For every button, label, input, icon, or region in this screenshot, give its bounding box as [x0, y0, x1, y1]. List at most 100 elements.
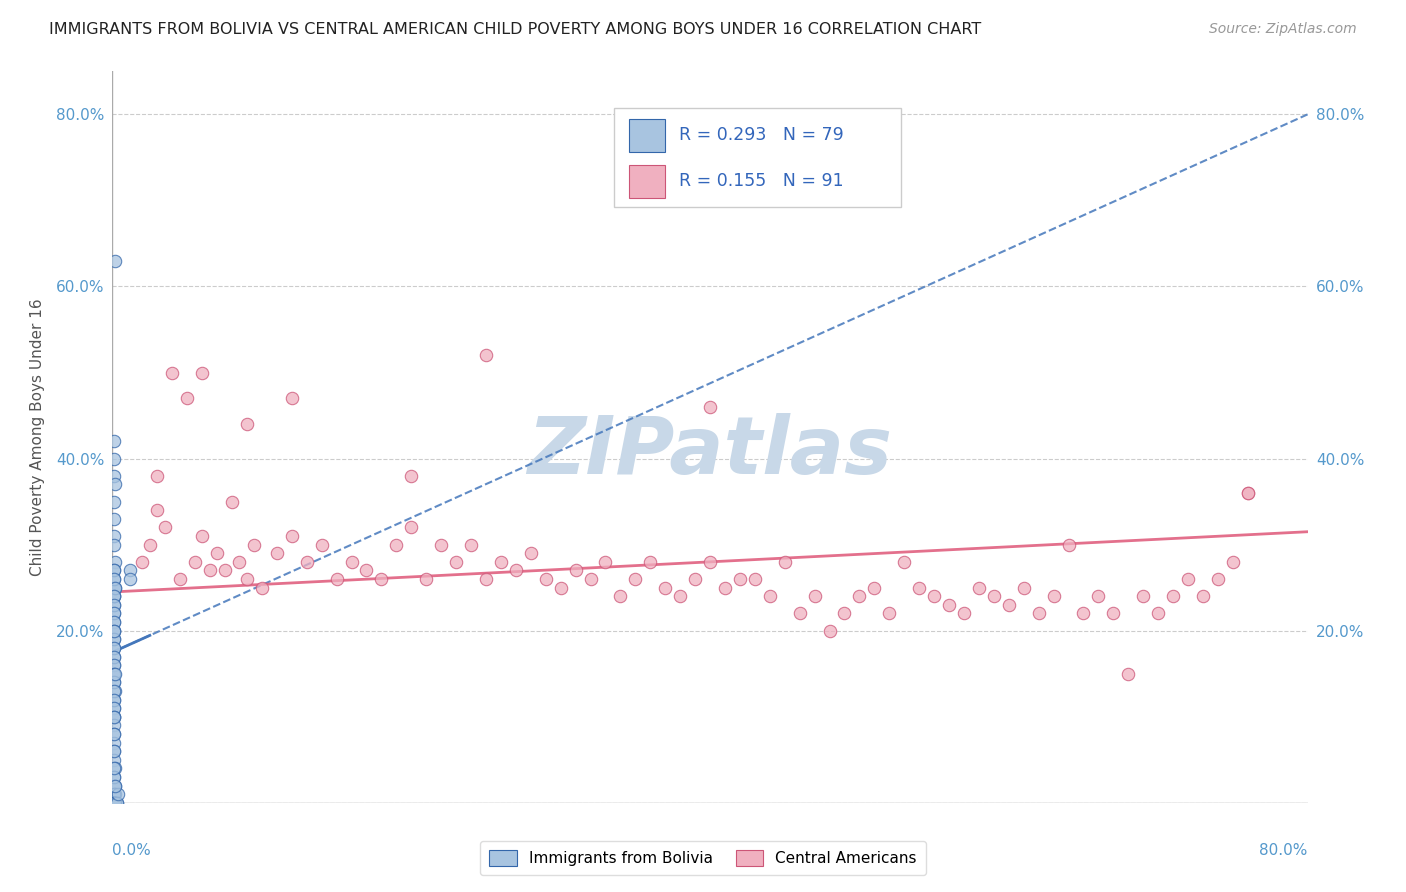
Point [103, 615, 125, 629]
Point [281, 529, 304, 543]
Point [489, 555, 512, 569]
Point [1012, 581, 1035, 595]
Point [714, 581, 737, 595]
Point [863, 581, 886, 595]
Text: IMMIGRANTS FROM BOLIVIA VS CENTRAL AMERICAN CHILD POVERTY AMONG BOYS UNDER 16 CO: IMMIGRANTS FROM BOLIVIA VS CENTRAL AMERI… [49, 22, 981, 37]
Point [105, 796, 128, 810]
Point [1237, 486, 1260, 500]
FancyBboxPatch shape [628, 119, 665, 152]
Point [325, 572, 347, 586]
Point [104, 477, 127, 491]
Point [103, 727, 125, 741]
Point [579, 572, 602, 586]
Point [103, 589, 125, 603]
Point [103, 434, 125, 449]
Point [624, 572, 647, 586]
Point [103, 512, 125, 526]
Point [103, 658, 125, 673]
Point [191, 366, 214, 380]
Point [103, 632, 125, 647]
Point [103, 589, 125, 603]
Point [103, 710, 125, 724]
Point [103, 675, 125, 690]
Point [250, 581, 273, 595]
Point [401, 520, 423, 534]
Point [266, 546, 288, 560]
Y-axis label: Child Poverty Among Boys Under 16: Child Poverty Among Boys Under 16 [30, 298, 45, 576]
Point [430, 538, 453, 552]
Point [103, 538, 125, 552]
Point [103, 787, 125, 801]
Point [104, 796, 127, 810]
Point [938, 598, 960, 612]
Point [104, 796, 127, 810]
Point [120, 564, 142, 578]
Point [1206, 572, 1229, 586]
Point [983, 589, 1005, 603]
Point [475, 572, 498, 586]
Point [103, 572, 125, 586]
Point [1087, 589, 1109, 603]
Point [550, 581, 572, 595]
Point [103, 796, 125, 810]
Point [401, 468, 423, 483]
Point [998, 598, 1021, 612]
Point [103, 779, 125, 793]
Point [1042, 589, 1064, 603]
Text: R = 0.155   N = 91: R = 0.155 N = 91 [679, 172, 844, 190]
Point [773, 555, 796, 569]
Point [120, 572, 142, 586]
Point [103, 744, 125, 758]
Point [908, 581, 931, 595]
Text: 80.0%: 80.0% [1260, 843, 1308, 858]
Point [311, 538, 333, 552]
Point [104, 761, 127, 775]
Point [105, 796, 128, 810]
Text: 0.0%: 0.0% [112, 843, 152, 858]
Point [654, 581, 676, 595]
Point [505, 564, 527, 578]
Point [1057, 538, 1080, 552]
Point [1237, 486, 1260, 500]
Point [221, 494, 243, 508]
Point [131, 555, 153, 569]
Point [103, 451, 125, 466]
FancyBboxPatch shape [628, 165, 665, 197]
Point [103, 640, 125, 655]
Point [104, 581, 127, 595]
Point [236, 572, 259, 586]
Text: R = 0.293   N = 79: R = 0.293 N = 79 [679, 127, 844, 145]
Point [595, 555, 617, 569]
Point [107, 787, 129, 801]
Legend: Immigrants from Bolivia, Central Americans: Immigrants from Bolivia, Central America… [479, 841, 927, 875]
Point [340, 555, 363, 569]
Point [103, 624, 125, 638]
Point [683, 572, 706, 586]
Point [103, 796, 125, 810]
Point [103, 598, 125, 612]
Point [370, 572, 392, 586]
Point [103, 607, 125, 621]
Point [146, 503, 169, 517]
Point [103, 494, 125, 508]
Point [139, 538, 162, 552]
Point [444, 555, 467, 569]
Point [848, 589, 870, 603]
Point [103, 666, 125, 681]
Point [236, 417, 259, 432]
Point [104, 253, 127, 268]
Point [104, 555, 127, 569]
Point [104, 787, 127, 801]
Text: ZIPatlas: ZIPatlas [527, 413, 893, 491]
Point [103, 658, 125, 673]
Point [103, 744, 125, 758]
Point [103, 572, 125, 586]
Point [103, 624, 125, 638]
Point [103, 761, 125, 775]
Point [1192, 589, 1215, 603]
Point [103, 581, 125, 595]
Point [728, 572, 751, 586]
Point [1222, 555, 1244, 569]
Point [1102, 607, 1125, 621]
Point [103, 649, 125, 664]
